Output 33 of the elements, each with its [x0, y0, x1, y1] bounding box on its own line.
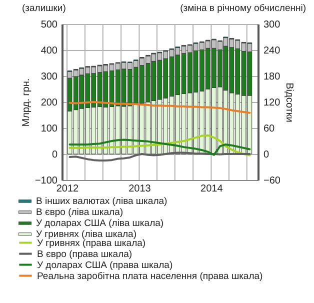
y-tick-label: 0 [52, 150, 58, 160]
y2-tick-label: 0 [264, 150, 270, 160]
text: (залишки) [22, 3, 66, 14]
y-tick-label: 300 [40, 72, 58, 82]
x-tick-label: 2014 [200, 184, 224, 194]
x-tick-label: 2012 [56, 184, 80, 194]
line-series [68, 138, 251, 156]
y-tick-label: 200 [40, 98, 58, 108]
y2-tick-label: 240 [264, 46, 281, 56]
y2-tick-label: −60 [264, 176, 281, 186]
y-tick-label: 400 [40, 46, 58, 56]
y-tick-label: −100 [34, 176, 58, 186]
y2-tick-label: 180 [264, 72, 281, 82]
legend-label: В євро (права шкала) [37, 248, 132, 260]
text: (зміна в річному обчисленні) [180, 3, 306, 14]
y2-tick-label: 120 [264, 98, 281, 108]
x-tick-label: 2013 [128, 184, 152, 194]
y-axis-title: Млрд. грн. [20, 78, 32, 127]
legend-label: В інших валютах (ліва шкала) [36, 196, 168, 208]
line-series [68, 101, 251, 114]
y2-axis-title: Відсотки [283, 82, 294, 122]
legend-label: У доларах США (права шкала) [37, 260, 173, 271]
y-tick-label: 100 [40, 124, 58, 134]
legend-label: Реальна заробітна плата населення (права шкала) [37, 270, 263, 282]
line-series [68, 152, 251, 162]
line-series [68, 134, 251, 156]
y2-tick-label: 60 [264, 124, 276, 134]
y2-tick-label: 300 [264, 20, 281, 30]
legend-label: У гривнях (права шкала) [37, 238, 146, 249]
legend-label: У гривнях (ліва шкала) [36, 229, 136, 240]
y-tick-label: 500 [40, 20, 58, 30]
legend-label: У доларах США (ліва шкала) [36, 218, 164, 230]
legend-label: В євро (ліва шкала) [36, 207, 124, 218]
